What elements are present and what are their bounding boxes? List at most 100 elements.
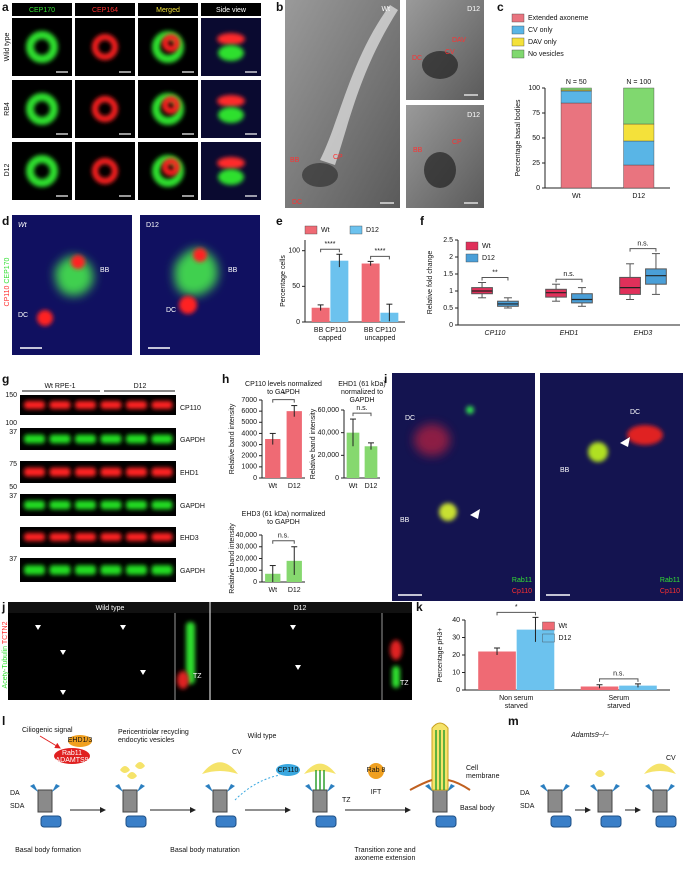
y-tick-label: 40,000 <box>318 430 340 437</box>
sig-bracket <box>496 611 536 616</box>
bar <box>560 102 592 189</box>
blot-band <box>126 467 147 477</box>
panel-label: a <box>2 0 9 14</box>
y-tick-label: 30,000 <box>236 544 258 551</box>
stain-label: CP110 CEP170 <box>4 257 11 306</box>
blot-band <box>151 500 173 510</box>
bar <box>364 446 378 478</box>
legend-label: D12 <box>559 635 572 642</box>
image-tag: Wild type <box>96 605 125 612</box>
diagram-text: Ciliogenic signal <box>22 727 73 734</box>
green-blob <box>218 169 244 185</box>
y-tick-label: 10 <box>452 669 460 676</box>
y-tick-label: 0 <box>456 687 460 694</box>
box <box>571 293 593 304</box>
mother-centriole <box>122 789 138 813</box>
y-tick-label: 1.5 <box>443 271 453 278</box>
blot-band <box>151 434 173 444</box>
green-ring <box>26 155 58 187</box>
diagram-text: CV <box>666 755 676 762</box>
legend-label: Wt <box>559 623 568 630</box>
annotation: n.s. <box>563 271 574 278</box>
x-tick-label: EHD1 <box>560 330 579 337</box>
vesicle <box>127 772 137 779</box>
sig-bracket <box>272 399 295 403</box>
red-ring <box>162 34 180 52</box>
blot-band <box>24 434 45 444</box>
y-axis-label: Percentage pH3+ <box>437 628 444 683</box>
annotation: n.s. <box>278 533 289 540</box>
y-axis-label: Relative band intensity <box>229 403 236 474</box>
blot-strip <box>20 558 176 582</box>
blot-band <box>126 434 147 444</box>
diagram-text: TZ <box>342 797 351 804</box>
x-tick-label: Non serum starved <box>499 695 533 710</box>
image-mark: CV <box>445 49 455 56</box>
x-tick-label: Wt <box>349 483 358 490</box>
bar <box>330 260 349 322</box>
y-tick-label: 0.5 <box>443 305 453 312</box>
ciliary-vesicle <box>304 763 336 774</box>
panel-label: h <box>222 372 229 386</box>
group-label: Wt RPE-1 <box>44 383 75 390</box>
blot-band <box>24 500 45 510</box>
vesicle <box>120 766 130 773</box>
y-tick-label: 100 <box>288 248 300 255</box>
text-line: BB CP110 <box>314 327 346 334</box>
diagram-text: Basal body <box>460 805 495 812</box>
membrane <box>409 779 471 791</box>
image-mark: DAV <box>452 37 466 44</box>
appendage <box>115 784 145 792</box>
blot-band <box>49 467 71 477</box>
blot-band <box>49 500 71 510</box>
diagram-text: DA <box>520 790 530 797</box>
y-axis-label: Relative band intensity <box>229 523 236 594</box>
panel-label: j <box>1 600 5 614</box>
annotation: * <box>515 604 518 611</box>
text-line: capped <box>319 335 342 342</box>
arrowhead <box>140 670 146 675</box>
panel-label: f <box>420 214 425 228</box>
bar <box>311 307 330 322</box>
mother-centriole <box>312 789 328 813</box>
text-line: membrane <box>466 773 500 780</box>
legend-label: D12 <box>482 255 495 262</box>
panel-label: l <box>2 714 5 728</box>
text-line: endocytic vesicles <box>118 737 175 744</box>
micrograph <box>75 18 135 76</box>
stain: TCTN2 <box>2 621 9 644</box>
micrograph <box>75 80 135 138</box>
blot-band <box>24 467 45 477</box>
ciliary-vesicle <box>202 762 238 774</box>
y-tick-label: 30 <box>452 634 460 641</box>
image-mark: DC <box>18 312 28 319</box>
blot-band <box>24 565 45 575</box>
image-mark: DC <box>166 307 176 314</box>
daughter-centriole <box>435 815 457 828</box>
diagram-text: DA <box>10 790 20 797</box>
row-label: RB4 <box>4 102 11 116</box>
blot-band <box>126 401 147 409</box>
diagram-text: EHD1/3 <box>68 737 93 744</box>
row-label: D12 <box>4 163 11 176</box>
text-line: to GAPDH <box>267 389 300 396</box>
y-tick-label: 75 <box>532 110 540 117</box>
yellow-blob <box>588 442 608 462</box>
blot-band <box>75 434 96 444</box>
micrograph <box>12 142 72 200</box>
text-line: Serum <box>608 695 629 702</box>
mother-centriole <box>432 789 448 813</box>
red-ring <box>92 158 118 184</box>
vesicle <box>135 762 145 769</box>
y-tick-label: 40,000 <box>236 532 258 539</box>
y-tick-label: 20 <box>452 652 460 659</box>
y-tick-label: 2 <box>449 254 453 261</box>
green-blob <box>174 248 218 296</box>
chart-title: EHD1 (61 kDa) normalized to GAPDH <box>338 381 385 404</box>
panel-label: m <box>508 714 519 728</box>
y-tick-label: 60,000 <box>318 407 340 414</box>
x-tick-label: BB CP110 uncapped <box>364 327 396 342</box>
red-ring <box>92 96 118 122</box>
red-blob <box>193 248 207 262</box>
